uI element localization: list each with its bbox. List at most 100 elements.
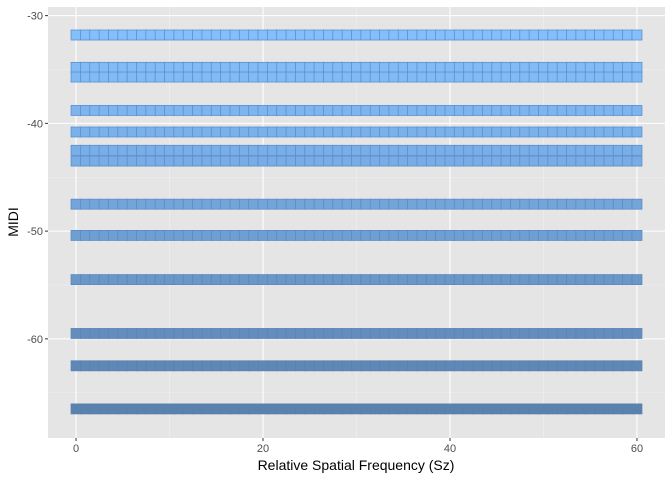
data-point <box>538 29 549 41</box>
data-point <box>192 360 203 372</box>
data-point <box>519 71 531 83</box>
data-point <box>538 61 549 73</box>
data-point <box>444 126 456 138</box>
data-point <box>248 144 260 156</box>
data-point <box>201 144 213 156</box>
data-point <box>397 61 409 73</box>
data-point <box>631 403 643 415</box>
data-point <box>210 29 222 41</box>
data-point <box>407 155 418 167</box>
data-point <box>603 61 615 73</box>
data-point <box>603 403 615 415</box>
data-point <box>491 198 503 210</box>
data-point <box>229 105 241 116</box>
data-point <box>304 144 316 156</box>
data-point <box>323 328 334 339</box>
data-point <box>566 144 577 156</box>
data-point <box>276 126 288 138</box>
data-point <box>528 29 540 41</box>
data-point <box>584 155 596 167</box>
data-point <box>622 403 634 415</box>
series-row <box>70 328 643 339</box>
data-point <box>266 126 278 138</box>
data-point <box>276 105 288 116</box>
data-point <box>603 230 615 241</box>
data-point <box>285 71 297 83</box>
data-point <box>145 274 157 286</box>
data-point <box>70 328 82 339</box>
data-point <box>612 61 624 73</box>
data-point <box>528 144 540 156</box>
data-point <box>313 126 325 138</box>
series-row <box>70 198 643 210</box>
data-point <box>304 198 316 210</box>
data-point <box>351 403 362 415</box>
data-point <box>313 198 325 210</box>
data-point <box>435 29 447 41</box>
data-point <box>126 403 138 415</box>
data-point <box>332 274 344 286</box>
data-point <box>220 71 232 83</box>
data-point <box>154 105 166 116</box>
data-point <box>136 360 147 372</box>
data-point <box>547 155 559 167</box>
data-point <box>500 274 512 286</box>
data-point <box>182 403 194 415</box>
data-point <box>192 403 203 415</box>
data-point <box>332 155 344 167</box>
data-point <box>145 29 157 41</box>
data-point <box>407 71 418 83</box>
data-point <box>556 403 568 415</box>
data-point <box>463 61 475 73</box>
data-point <box>538 403 549 415</box>
series-row <box>70 71 643 83</box>
data-point <box>192 155 203 167</box>
data-point <box>145 198 157 210</box>
data-point <box>351 144 362 156</box>
data-point <box>313 29 325 41</box>
data-point <box>603 274 615 286</box>
data-point <box>556 29 568 41</box>
data-point <box>547 360 559 372</box>
data-point <box>323 360 334 372</box>
data-point <box>575 144 587 156</box>
x-tick-label: 20 <box>257 443 269 455</box>
data-point <box>528 274 540 286</box>
data-point <box>547 230 559 241</box>
data-point <box>360 274 372 286</box>
data-point <box>229 198 241 210</box>
data-point <box>173 71 185 83</box>
data-point <box>164 403 175 415</box>
data-point <box>98 230 110 241</box>
data-point <box>201 403 213 415</box>
data-point <box>453 403 465 415</box>
data-point <box>444 360 456 372</box>
data-point <box>332 328 344 339</box>
data-point <box>126 198 138 210</box>
data-point <box>98 105 110 116</box>
data-point <box>369 144 381 156</box>
data-point <box>528 71 540 83</box>
data-point <box>323 105 334 116</box>
data-point <box>257 155 269 167</box>
data-point <box>304 155 316 167</box>
data-point <box>369 198 381 210</box>
data-point <box>519 274 531 286</box>
data-point <box>154 155 166 167</box>
data-point <box>388 274 400 286</box>
data-point <box>407 29 418 41</box>
data-point <box>369 71 381 83</box>
data-point <box>435 61 447 73</box>
data-point <box>444 155 456 167</box>
data-point <box>510 328 521 339</box>
data-point <box>332 105 344 116</box>
data-point <box>631 126 643 138</box>
data-point <box>556 61 568 73</box>
data-point <box>210 274 222 286</box>
data-point <box>500 230 512 241</box>
data-point <box>584 403 596 415</box>
data-point <box>89 403 101 415</box>
data-point <box>584 126 596 138</box>
data-point <box>379 144 390 156</box>
data-point <box>108 144 119 156</box>
